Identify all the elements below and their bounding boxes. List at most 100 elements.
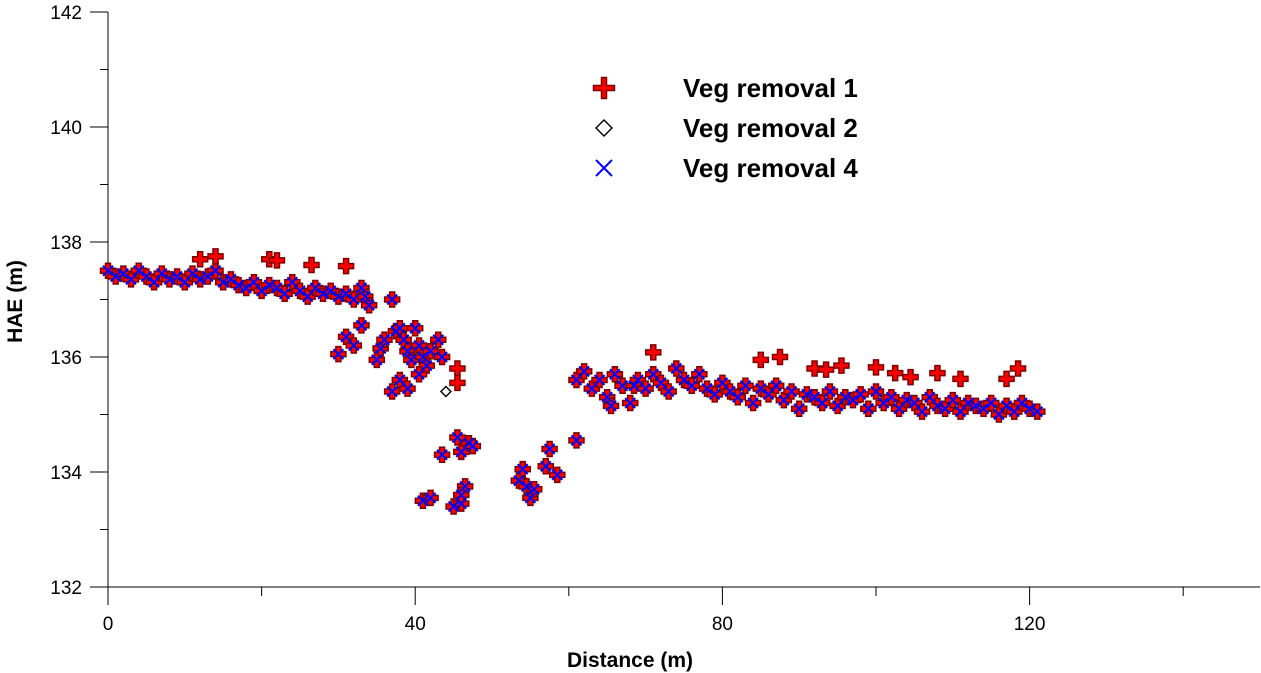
series3-point	[133, 265, 145, 277]
series3-point	[693, 368, 706, 380]
series3-point	[102, 265, 114, 277]
series3-point	[685, 380, 698, 392]
series3-point	[801, 388, 813, 401]
series1-point	[450, 361, 465, 376]
series3-point	[593, 374, 606, 386]
y-tick-label: 140	[50, 118, 82, 139]
series3-point	[278, 288, 291, 300]
series3-point	[517, 463, 529, 475]
series3-point	[409, 322, 421, 334]
series3-point	[985, 397, 997, 409]
series3-point	[639, 382, 652, 395]
series1-point	[999, 372, 1014, 386]
series3-point	[839, 391, 851, 403]
series3-point	[847, 394, 859, 406]
series3-point	[916, 405, 928, 418]
series3-point	[386, 385, 398, 398]
series3-point	[578, 365, 590, 378]
series3-point	[263, 279, 275, 291]
series1-point	[646, 345, 661, 360]
series3-point	[394, 322, 406, 334]
series3-point	[109, 270, 122, 283]
series3-point	[340, 288, 352, 300]
series3-point	[378, 334, 391, 346]
series3-point	[885, 391, 898, 403]
series3-point	[459, 480, 471, 493]
series1-point	[834, 358, 849, 373]
y-tick-label: 142	[50, 3, 82, 24]
series3-point	[194, 273, 206, 286]
series3-point	[455, 497, 467, 510]
series3-point	[724, 385, 736, 398]
series3-point	[255, 285, 268, 297]
series3-point	[348, 339, 360, 352]
series3-point	[824, 385, 836, 398]
series3-point	[117, 267, 130, 280]
series3-point	[513, 474, 525, 487]
legend-item-veg-removal-4: Veg removal 4	[595, 153, 858, 183]
series3-point	[455, 489, 467, 501]
series3-point	[359, 290, 371, 303]
series3-point	[232, 279, 245, 291]
series3-point	[624, 397, 636, 409]
series3-point	[616, 380, 629, 392]
series3-point	[977, 403, 990, 415]
series3-point	[543, 443, 556, 455]
y-tick-label: 136	[50, 348, 82, 369]
series3-point	[401, 382, 414, 395]
y-tick-label: 132	[50, 578, 82, 599]
legend-marker	[595, 119, 613, 137]
series3-point	[524, 492, 537, 504]
series3-point	[424, 345, 437, 357]
series3-point	[271, 282, 283, 294]
series3-point	[397, 334, 410, 346]
y-axis-title: HAE (m)	[4, 260, 27, 343]
legend-label: Veg removal 1	[683, 73, 858, 103]
series3-point	[901, 394, 913, 406]
y-tick-label: 134	[50, 463, 82, 484]
series3-point	[355, 319, 368, 332]
series3-point	[467, 440, 479, 452]
series1-point	[754, 353, 768, 367]
series3-point	[1031, 405, 1043, 418]
series3-point	[520, 480, 533, 493]
series3-point	[374, 342, 387, 355]
series3-point	[386, 293, 398, 306]
series3-point	[156, 267, 168, 280]
series3-point	[670, 362, 683, 375]
series1-point	[869, 360, 883, 375]
series3-point	[970, 400, 982, 412]
series3-point	[294, 285, 306, 297]
series3-point	[709, 388, 721, 401]
series1-point	[903, 370, 918, 384]
series3-point	[348, 293, 360, 306]
series3-point	[186, 267, 199, 280]
series3-point	[401, 345, 414, 357]
series3-point	[309, 282, 322, 294]
series1-point	[339, 259, 353, 273]
series3-point	[947, 394, 959, 406]
series3-point	[163, 273, 176, 286]
series1-point	[450, 376, 465, 390]
x-tick-label: 120	[1014, 614, 1046, 635]
series3-point	[413, 339, 425, 352]
series3-point	[405, 354, 418, 366]
legend-label: Veg removal 2	[683, 113, 858, 143]
legend-marker	[594, 78, 614, 98]
series1-point	[930, 366, 945, 380]
legend-label: Veg removal 4	[683, 153, 858, 183]
series3-point	[413, 368, 425, 380]
series3-point	[332, 348, 345, 360]
series3-point	[732, 391, 744, 403]
series3-point	[355, 282, 368, 294]
legend: Veg removal 1 Veg removal 2 Veg removal 4	[592, 73, 858, 183]
series3-point	[862, 403, 875, 415]
series3-point	[171, 270, 183, 283]
series3-point	[877, 397, 890, 409]
legend-marker	[595, 159, 613, 177]
series3-point	[570, 434, 583, 447]
axis-ticks: 132 134 136 138 140 142 0 40 80 120	[50, 3, 1184, 635]
x-tick-label: 40	[405, 614, 426, 635]
legend-item-veg-removal-2: Veg removal 2	[595, 113, 858, 143]
series3-point	[424, 492, 437, 504]
